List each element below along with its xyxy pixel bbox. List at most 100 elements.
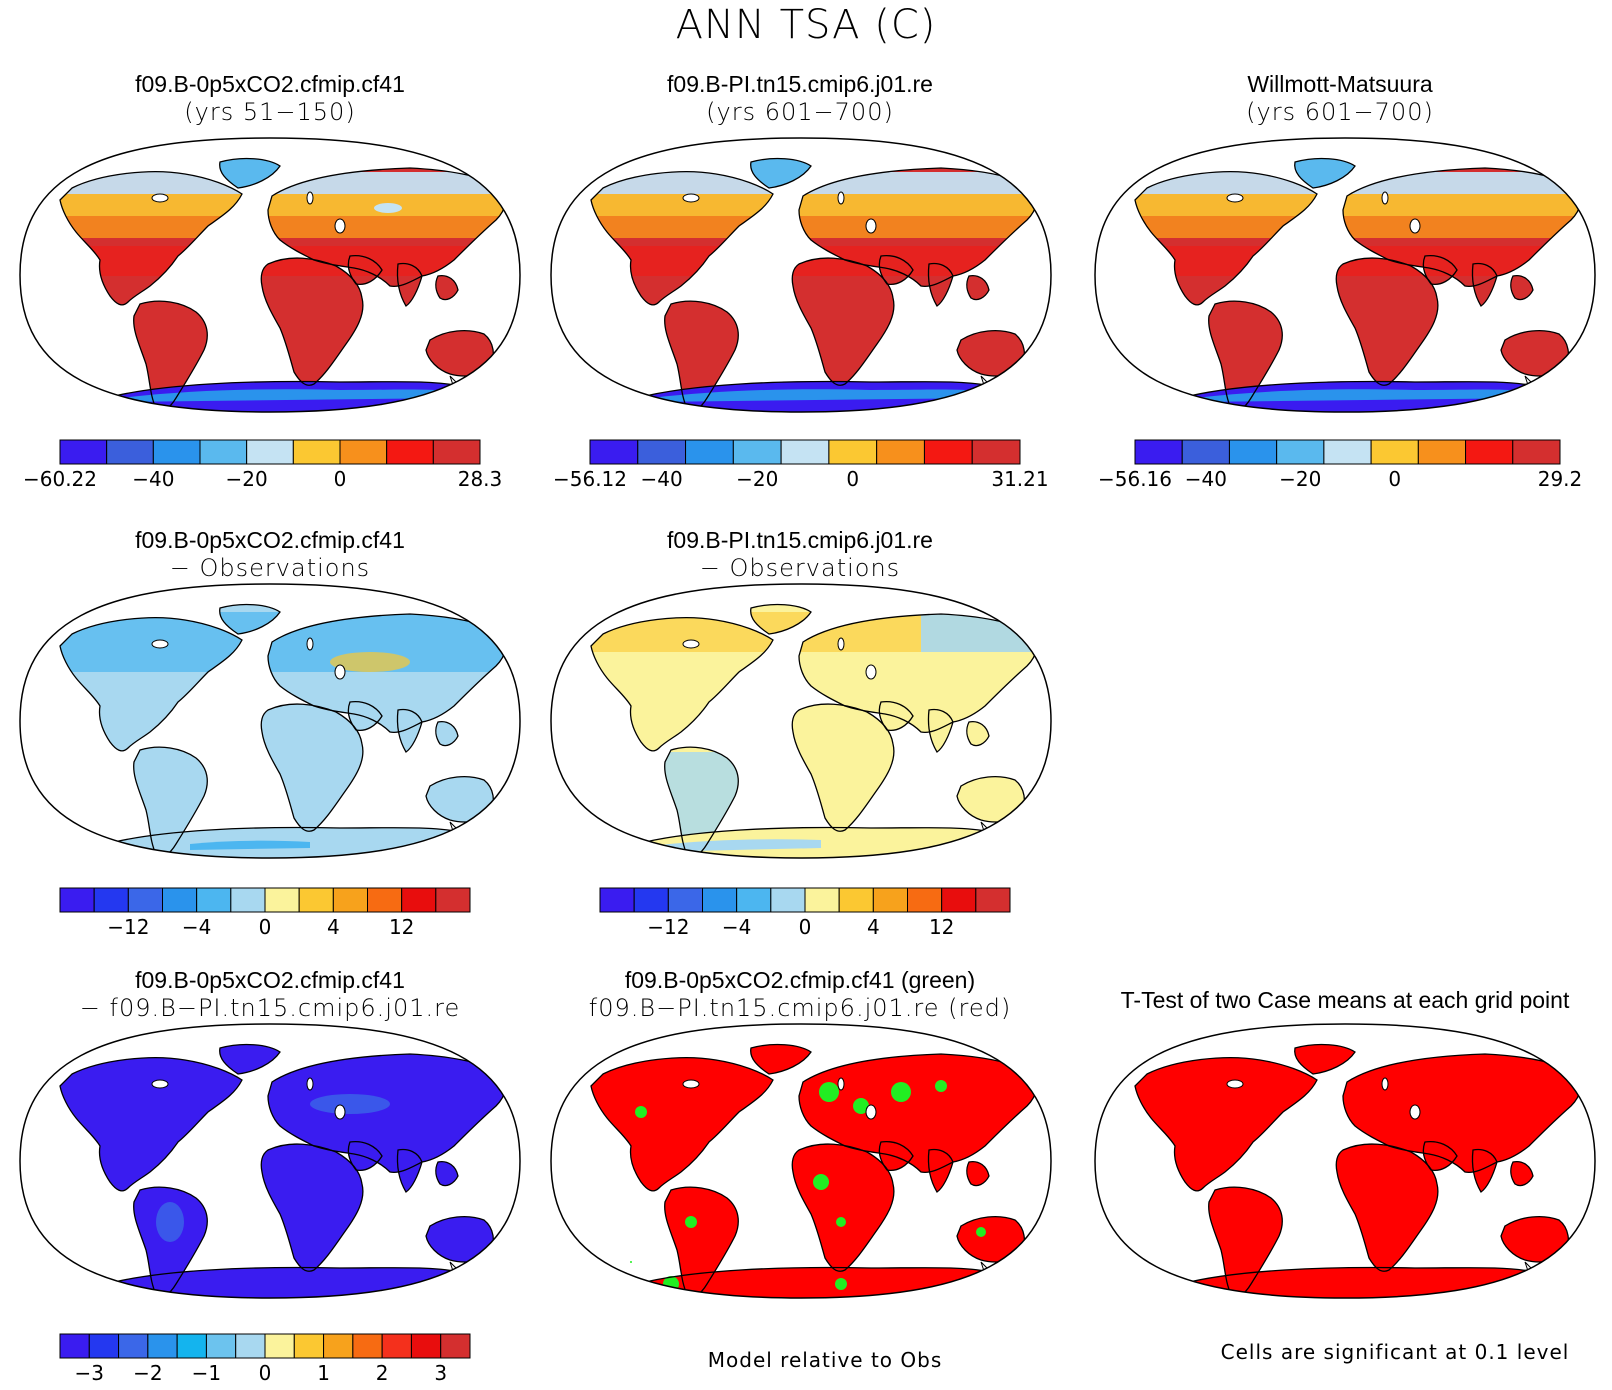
colorbar-tick-label: −20: [226, 467, 268, 491]
land-region: [1208, 301, 1283, 411]
coastline: [791, 257, 895, 386]
land-region: [1510, 1161, 1533, 1186]
coastline: [927, 1148, 954, 1193]
panel-title-line2: (yrs 601−700): [706, 98, 894, 126]
colorbar-tick-label: −4: [182, 915, 211, 939]
panel-title-r1c3: Willmott-Matsuura (yrs 601−700): [1110, 70, 1570, 126]
coastline: [1294, 157, 1356, 189]
world-map-r3c1: [19, 1023, 521, 1299]
land-region: [957, 776, 1025, 822]
panel-title-line2: − f09.B−PI.tn15.cmip6.j01.re: [79, 994, 461, 1022]
weaker-cooling: [310, 1094, 390, 1114]
land-region: [397, 709, 422, 752]
colorbar-swatch: [780, 439, 830, 465]
map-border: [550, 1023, 1052, 1299]
coastline: [219, 1043, 281, 1075]
map-panel: [10, 136, 530, 414]
colorbar-swatch: [975, 887, 1011, 913]
land-region: [750, 1044, 811, 1074]
panel-title-r1c1: f09.B-0p5xCO2.cfmip.cf41 (yrs 51−150): [40, 70, 500, 126]
colorbar-swatch: [838, 887, 874, 913]
panel-title-line2: (yrs 51−150): [184, 98, 356, 126]
world-map-r2c2: [550, 583, 1052, 859]
colorbar-swatch: [1228, 439, 1278, 465]
colorbar-swatch: [633, 887, 669, 913]
lake: [151, 1079, 169, 1089]
land-region: [879, 1141, 913, 1171]
colorbar-swatch: [804, 887, 840, 913]
colorbar-tick-label: 31.21: [991, 467, 1048, 491]
colorbar-swatch: [386, 439, 434, 465]
colorbar-swatch: [196, 887, 232, 913]
land-region: [591, 1057, 773, 1191]
green-spot: [836, 1217, 846, 1227]
green-spot: [685, 1216, 697, 1228]
colorbar-swatch: [828, 439, 878, 465]
panel-title-r1c2: f09.B-PI.tn15.cmip6.j01.re (yrs 601−700): [570, 70, 1030, 126]
colorbar-swatch: [106, 439, 154, 465]
colorbar-swatch: [685, 439, 734, 465]
coastline: [791, 1143, 895, 1272]
coastline: [396, 262, 423, 307]
green-spot: [891, 1082, 911, 1102]
coastline: [1134, 1057, 1318, 1192]
lake: [151, 193, 169, 203]
map-panel: [541, 582, 1061, 860]
colorbar-swatch: [323, 1333, 354, 1359]
coastline: [1422, 254, 1458, 286]
map-panel: [541, 136, 1061, 414]
colorbar-cb6: −3 −2 −1 0 1 2 3: [59, 1333, 471, 1385]
colorbar-swatch: [1465, 439, 1514, 465]
land-region: [664, 1187, 739, 1297]
land-region: [261, 704, 363, 832]
colorbar-swatch: [127, 887, 164, 913]
colorbar: −56.12 −40 −20 0 31.21: [550, 438, 1060, 498]
land-region: [1501, 1216, 1569, 1262]
orange-band: [551, 216, 1051, 238]
colorbar-swatch: [702, 887, 738, 913]
antarctica-edge: [120, 389, 458, 402]
relative-caption: Model relative to Obs: [707, 1348, 943, 1372]
baltic-sea: [306, 191, 314, 205]
colorbar-swatch: [118, 1333, 149, 1359]
coastline: [1510, 274, 1534, 301]
map-panel: [1085, 136, 1605, 414]
map-border: [550, 137, 1052, 413]
map-border: [19, 1023, 521, 1299]
colorbar-tick-label: −4: [722, 915, 751, 939]
green-spot: [813, 1174, 829, 1190]
colorbar-swatch: [176, 1333, 207, 1359]
panel-title-line2: − Observations: [699, 554, 901, 582]
coastline: [1510, 1160, 1534, 1187]
land-region: [1135, 1057, 1317, 1191]
colorbar-tick-label: −56.12: [553, 467, 627, 491]
orange-band: [1095, 216, 1595, 238]
colorbar-swatch: [230, 887, 266, 913]
coastline: [219, 157, 281, 189]
panel-title-line1: f09.B-0p5xCO2.cfmip.cf41: [135, 527, 405, 553]
colorbar-swatch: [352, 1333, 383, 1359]
colorbar: −60.22 −40 −20 0 28.3: [20, 438, 520, 498]
coastline: [396, 1148, 423, 1193]
land-region: [435, 275, 458, 300]
panel-title-r3c1: f09.B-0p5xCO2.cfmip.cf41 − f09.B−PI.tn15…: [20, 966, 520, 1022]
coastline: [966, 1160, 990, 1187]
colorbar-swatch: [381, 1333, 412, 1359]
baltic-sea: [306, 1077, 314, 1091]
coastline: [104, 826, 464, 858]
antarctica-edge: [1195, 389, 1533, 402]
panel-title-line2: − Observations: [169, 554, 371, 582]
land-region: [792, 258, 894, 386]
coastline: [1471, 1148, 1498, 1193]
coastline: [1335, 1143, 1439, 1272]
pale-band: [1095, 172, 1595, 194]
lake: [682, 639, 700, 649]
coastline: [260, 703, 364, 832]
coastline: [590, 171, 774, 306]
colorbar-swatch: [205, 1333, 237, 1359]
colorbar: −56.16 −40 −20 0 29.2: [1095, 438, 1600, 498]
coastline: [1342, 1053, 1582, 1174]
land-region: [957, 330, 1025, 376]
green-spot: [630, 1261, 632, 1263]
colorbar-tick-label: 28.3: [458, 467, 503, 491]
